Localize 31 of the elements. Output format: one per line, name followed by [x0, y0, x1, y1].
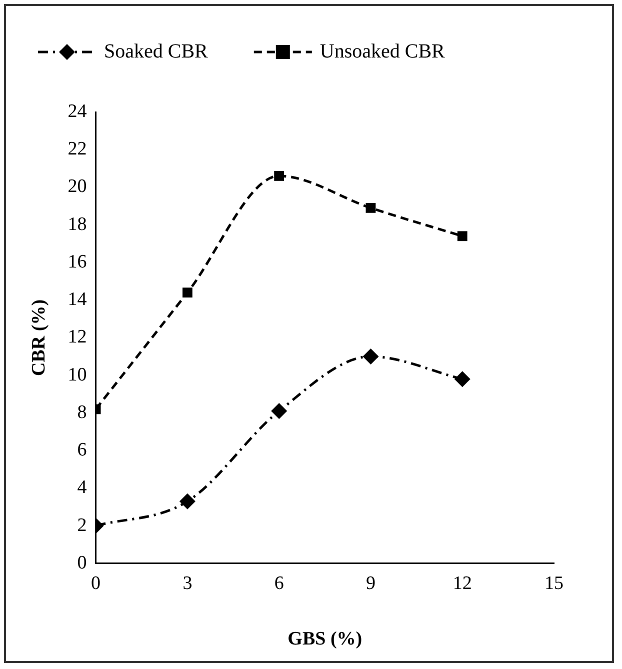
y-tick-label: 8	[77, 402, 87, 423]
y-tick-label: 18	[68, 214, 87, 235]
y-tick-label: 22	[68, 138, 87, 160]
legend-label: Unsoaked CBR	[320, 40, 446, 62]
point	[179, 493, 196, 510]
x-tick-label: 0	[91, 572, 101, 594]
point	[366, 202, 376, 213]
y-tick-label: 12	[68, 326, 87, 348]
point	[182, 288, 192, 298]
y-tick-label: 20	[68, 176, 87, 198]
x-tick-label: 3	[182, 572, 192, 594]
y-tick-label: 16	[68, 251, 87, 272]
y-tick-label: 0	[77, 552, 87, 574]
x-tick-label: 15	[544, 572, 564, 594]
point	[362, 348, 379, 365]
y-axis-title: CBR (%)	[28, 299, 50, 376]
x-tick-label: 12	[452, 572, 472, 594]
x-tick-label: 9	[366, 572, 376, 594]
y-tick-label: 6	[77, 440, 87, 461]
y-tick-label: 14	[68, 289, 88, 310]
point	[274, 171, 284, 181]
point	[457, 231, 468, 242]
x-axis-title: GBS (%)	[288, 628, 362, 650]
y-tick-label: 4	[77, 477, 88, 498]
point	[271, 403, 288, 420]
y-tick-label: 2	[77, 514, 87, 536]
legend-label: Soaked CBR	[104, 40, 209, 62]
y-tick-label: 24	[68, 100, 88, 122]
x-tick-label: 6	[274, 572, 284, 594]
y-tick-label: 10	[68, 364, 87, 386]
point	[454, 371, 470, 388]
